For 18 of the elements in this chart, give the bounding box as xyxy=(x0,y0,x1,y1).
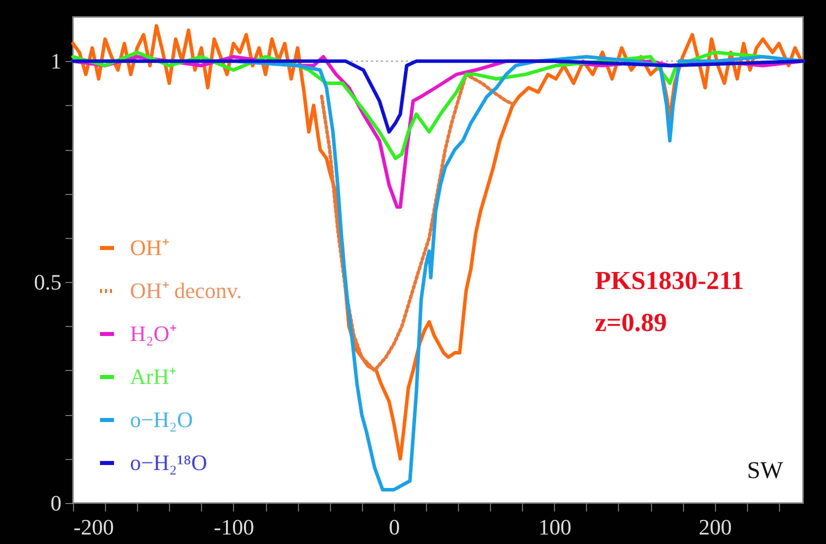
legend-label: OH⁺ deconv. xyxy=(130,278,242,303)
annotation: SW xyxy=(747,458,784,484)
x-tick-label: 0 xyxy=(388,514,400,540)
annotation: z=0.89 xyxy=(595,308,667,337)
legend-label: o−H₂¹⁸O xyxy=(130,450,208,475)
line-series xyxy=(71,59,805,134)
legend-label: o−H₂O xyxy=(130,407,193,432)
x-tick-label: 200 xyxy=(698,514,732,540)
x-tick-label: -200 xyxy=(74,514,114,540)
y-tick-label: 0 xyxy=(50,490,62,516)
x-tick-label: 100 xyxy=(538,514,572,540)
annotation: PKS1830-211 xyxy=(595,266,744,295)
legend-label: OH⁺ xyxy=(130,235,169,260)
y-tick-label: 1 xyxy=(50,48,62,74)
legend-label: ArH⁺ xyxy=(130,364,176,389)
y-tick-label: 0.5 xyxy=(34,270,62,295)
x-tick-label: -100 xyxy=(214,514,254,540)
legend-label: H₂O⁺ xyxy=(130,321,176,346)
